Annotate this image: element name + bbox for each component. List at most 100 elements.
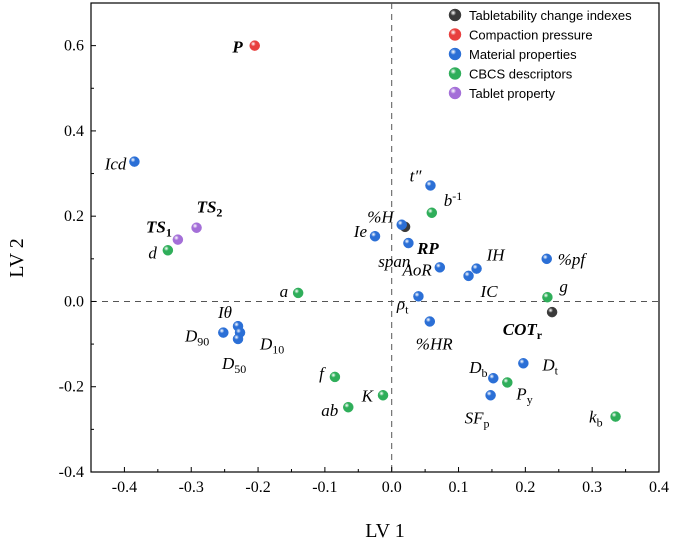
point-label-text: D xyxy=(259,335,273,354)
point-label: a xyxy=(280,282,289,301)
data-point xyxy=(463,270,474,282)
point-label: SFp xyxy=(465,408,490,430)
point-label: ab xyxy=(321,401,338,420)
point-label-text: D xyxy=(468,358,482,377)
point-label: %HR xyxy=(416,334,453,353)
legend: Tabletability change indexes Compaction p… xyxy=(448,8,632,101)
y-tick-label: -0.2 xyxy=(59,379,84,396)
reference-lines xyxy=(91,3,659,472)
point-label-text: %HR xyxy=(416,334,453,353)
point-label: D10 xyxy=(259,335,284,357)
point-label-text: COT xyxy=(503,320,538,339)
data-point xyxy=(610,411,621,422)
x-tick-label: -0.4 xyxy=(112,479,137,496)
point-label: Icd xyxy=(104,155,127,174)
point-label-text: t″ xyxy=(410,166,423,185)
point-label: AoR xyxy=(402,260,433,279)
point-label: TS1 xyxy=(146,218,172,240)
point-label-text: TS xyxy=(146,218,166,237)
point-label-text: AoR xyxy=(402,260,433,279)
data-point xyxy=(424,316,436,327)
y-tick-label: 0.2 xyxy=(64,208,84,225)
legend-marker xyxy=(448,47,462,61)
point-label-text: Iθ xyxy=(217,303,232,322)
legend-marker xyxy=(448,28,462,41)
point-label: b-1 xyxy=(444,189,463,210)
point-label-text: b xyxy=(444,191,453,210)
point-label: f xyxy=(319,364,326,383)
point-label-text: g xyxy=(559,277,568,296)
legend-entry: Tablet property xyxy=(469,86,555,101)
point-label-subscript: 90 xyxy=(197,335,209,349)
point-label-subscript: 50 xyxy=(234,362,246,376)
x-tick-label: -0.3 xyxy=(179,479,204,496)
point-label-subscript: b xyxy=(482,366,488,380)
legend-marker xyxy=(448,8,462,22)
data-point xyxy=(542,291,553,303)
y-axis-title: LV 2 xyxy=(6,238,28,277)
y-tick-label: -0.4 xyxy=(59,464,84,481)
data-point xyxy=(541,253,552,265)
x-tick-label: 0.1 xyxy=(449,479,469,496)
point-label: ρt xyxy=(396,294,409,316)
data-point xyxy=(413,291,424,302)
point-label-text: D xyxy=(541,355,555,374)
point-label: Py xyxy=(515,384,532,406)
point-label-text: TS xyxy=(197,198,217,217)
point-label: COTr xyxy=(503,320,543,342)
point-label-text: P xyxy=(515,384,526,403)
data-point xyxy=(292,287,304,299)
point-label: Ie xyxy=(353,222,368,241)
point-label: kb xyxy=(589,408,603,430)
data-point xyxy=(249,40,260,51)
point-label-text: %pf xyxy=(558,250,588,269)
point-label: P xyxy=(231,38,243,57)
point-label-subscript: 10 xyxy=(272,343,284,357)
x-tick-label: 0.4 xyxy=(649,479,669,496)
data-point xyxy=(162,245,174,256)
point-label-text: SF xyxy=(465,408,485,427)
point-label-text: RP xyxy=(416,239,439,258)
data-point xyxy=(369,230,381,242)
y-tick-label: 0.4 xyxy=(64,123,84,140)
point-label-text: ab xyxy=(321,401,338,420)
point-label: TS2 xyxy=(197,198,223,220)
data-point xyxy=(518,358,529,369)
data-point xyxy=(396,219,407,230)
point-label-text: ρ xyxy=(396,294,405,313)
data-point xyxy=(425,180,436,191)
data-point xyxy=(191,222,202,233)
data-point xyxy=(218,327,229,338)
data-point xyxy=(343,401,354,413)
point-label: IH xyxy=(486,246,507,265)
point-label-text: IC xyxy=(480,282,499,301)
point-label-text: Ie xyxy=(353,222,368,241)
data-point xyxy=(232,333,244,345)
point-label: D50 xyxy=(221,354,246,376)
x-tick-label: 0.3 xyxy=(582,479,602,496)
point-label-subscript: 2 xyxy=(216,206,222,220)
point-label: g xyxy=(559,277,568,296)
legend-marker xyxy=(448,86,462,100)
data-point xyxy=(434,262,446,273)
point-label: D90 xyxy=(184,327,209,349)
y-tick-label: 0.6 xyxy=(64,38,84,55)
plot-frame xyxy=(90,2,660,473)
data-point xyxy=(546,306,558,318)
point-label-text: Icd xyxy=(104,155,127,174)
point-label-text: IH xyxy=(486,246,507,265)
legend-entry: CBCS descriptors xyxy=(469,67,573,82)
data-point xyxy=(471,263,482,274)
point-label: RP xyxy=(416,239,439,258)
x-tick-label: -0.2 xyxy=(245,479,270,496)
data-point xyxy=(129,156,140,167)
point-label-subscript: b xyxy=(597,416,603,430)
data-point xyxy=(426,207,438,219)
point-label-text: d xyxy=(148,243,157,262)
point-label-text: a xyxy=(280,282,289,301)
data-point xyxy=(172,234,184,245)
point-label-subscript: t xyxy=(405,302,409,316)
point-label: %H xyxy=(367,208,395,227)
plot-frame-layer xyxy=(90,2,660,473)
point-label-text: %H xyxy=(367,208,395,227)
